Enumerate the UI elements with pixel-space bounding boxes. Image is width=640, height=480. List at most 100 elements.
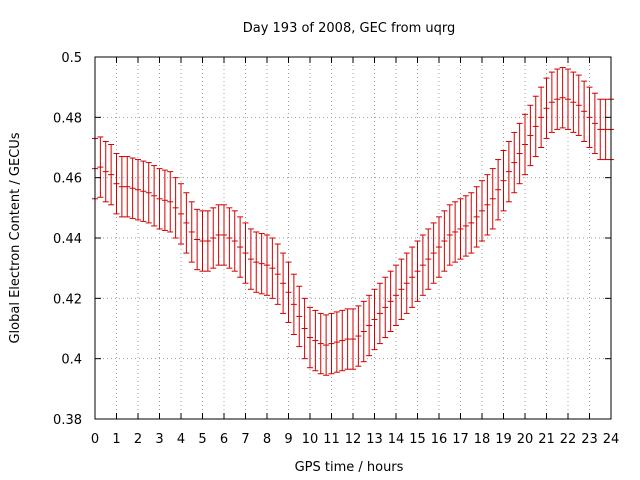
error-bar-point bbox=[188, 201, 195, 263]
error-bar-point bbox=[591, 92, 598, 155]
chart-title: Day 193 of 2008, GEC from uqrg bbox=[243, 21, 456, 36]
error-bar-point bbox=[97, 136, 104, 198]
error-bar-point bbox=[511, 131, 518, 194]
error-bar-point bbox=[548, 71, 555, 133]
x-tick-label: 10 bbox=[302, 432, 319, 447]
x-tick-label: 23 bbox=[581, 432, 598, 447]
error-bar-point bbox=[436, 216, 442, 278]
error-bar-point bbox=[398, 258, 405, 320]
error-bar-point bbox=[194, 208, 201, 271]
error-bar-point bbox=[204, 210, 211, 272]
x-tick-label: 9 bbox=[284, 432, 292, 447]
y-tick-label: 0.4 bbox=[61, 353, 82, 368]
error-bar-point bbox=[393, 264, 399, 326]
error-bar-point bbox=[543, 77, 550, 139]
data-series bbox=[92, 67, 614, 376]
error-bar-point bbox=[312, 309, 319, 372]
error-bar-point bbox=[258, 232, 265, 295]
error-bar-point bbox=[371, 288, 378, 351]
y-tick-label: 0.38 bbox=[53, 413, 82, 428]
x-tick-label: 0 bbox=[91, 432, 99, 447]
error-bar-point bbox=[500, 150, 507, 212]
error-bar-point bbox=[597, 98, 604, 161]
error-bar-point bbox=[403, 252, 410, 314]
error-bar-point bbox=[183, 192, 190, 254]
error-bar-point bbox=[221, 204, 227, 266]
error-bar-point bbox=[129, 157, 136, 219]
error-bar-point bbox=[237, 216, 244, 278]
x-tick-label: 1 bbox=[112, 432, 120, 447]
error-bar-point bbox=[425, 228, 432, 290]
error-bar-point bbox=[226, 207, 233, 269]
error-bar-point bbox=[565, 68, 571, 130]
error-bar-point bbox=[430, 222, 437, 284]
error-bar-point bbox=[344, 308, 351, 370]
x-tick-label: 19 bbox=[495, 432, 512, 447]
error-bar-point bbox=[414, 240, 421, 302]
error-bar-point bbox=[366, 294, 373, 357]
error-bar-point bbox=[156, 168, 163, 230]
error-bar-point bbox=[172, 177, 179, 239]
error-bar-point bbox=[575, 74, 582, 136]
error-bar-point bbox=[554, 68, 561, 130]
error-bar-point bbox=[199, 210, 206, 272]
error-bar-point bbox=[253, 231, 260, 293]
x-tick-label: 14 bbox=[388, 432, 405, 447]
x-tick-label: 13 bbox=[366, 432, 383, 447]
error-bar-point bbox=[280, 252, 287, 314]
error-bar-point bbox=[382, 276, 389, 339]
error-bar-point bbox=[387, 270, 394, 333]
x-tick-label: 5 bbox=[198, 432, 206, 447]
error-bar-point bbox=[264, 234, 270, 296]
y-tick-label: 0.48 bbox=[53, 111, 82, 126]
x-tick-label: 17 bbox=[452, 432, 469, 447]
x-tick-label: 22 bbox=[560, 432, 577, 447]
x-tick-label: 15 bbox=[409, 432, 426, 447]
error-bar-point bbox=[457, 198, 464, 260]
error-bar-point bbox=[489, 168, 496, 230]
x-tick-label: 6 bbox=[220, 432, 228, 447]
error-bar-point bbox=[210, 207, 217, 269]
error-bar-point bbox=[274, 243, 281, 305]
error-bar-point bbox=[328, 312, 335, 375]
x-tick-label: 11 bbox=[323, 432, 340, 447]
error-bar-point bbox=[242, 222, 249, 284]
x-tick-label: 3 bbox=[155, 432, 163, 447]
error-bar-point bbox=[135, 159, 141, 221]
error-bar-point bbox=[301, 297, 308, 360]
error-bar-point bbox=[113, 153, 120, 215]
error-bar-point bbox=[247, 228, 254, 290]
error-bar-point bbox=[495, 159, 502, 221]
error-bar-point bbox=[161, 169, 168, 231]
error-bar-point bbox=[473, 186, 480, 248]
error-bar-point bbox=[527, 104, 534, 167]
x-tick-label: 2 bbox=[134, 432, 142, 447]
y-tick-label: 0.46 bbox=[53, 172, 82, 187]
error-bar-point bbox=[178, 183, 184, 245]
y-tick-label: 0.44 bbox=[53, 232, 82, 247]
error-bar-point bbox=[468, 192, 475, 254]
x-tick-label: 24 bbox=[603, 432, 620, 447]
error-bar-point bbox=[317, 312, 324, 375]
error-bar-point bbox=[376, 282, 383, 345]
error-bar-point bbox=[586, 86, 593, 148]
x-tick-label: 21 bbox=[538, 432, 555, 447]
error-bar-point bbox=[602, 98, 609, 161]
x-tick-label: 8 bbox=[263, 432, 271, 447]
x-tick-label: 7 bbox=[241, 432, 249, 447]
error-bar-point bbox=[145, 162, 152, 224]
error-bar-point bbox=[151, 165, 158, 227]
y-axis-label: Global Electron Content / GECUs bbox=[8, 132, 23, 343]
error-bar-point bbox=[167, 171, 174, 233]
error-bar-point bbox=[419, 234, 426, 296]
axis-ticks: 0 1 2 3 4 5 6 7 8 9 10 11 12 13 14 15 16 17 18 19 20 21 22 23 24… bbox=[53, 51, 619, 447]
error-bar-point bbox=[140, 160, 147, 222]
error-bar-point bbox=[559, 67, 566, 129]
error-bar-point bbox=[484, 174, 491, 236]
error-bar-point bbox=[333, 311, 340, 373]
error-bar-point bbox=[231, 210, 238, 272]
error-bar-point bbox=[538, 86, 545, 148]
y-tick-label: 0.5 bbox=[61, 51, 82, 66]
error-bar-point bbox=[290, 273, 297, 336]
